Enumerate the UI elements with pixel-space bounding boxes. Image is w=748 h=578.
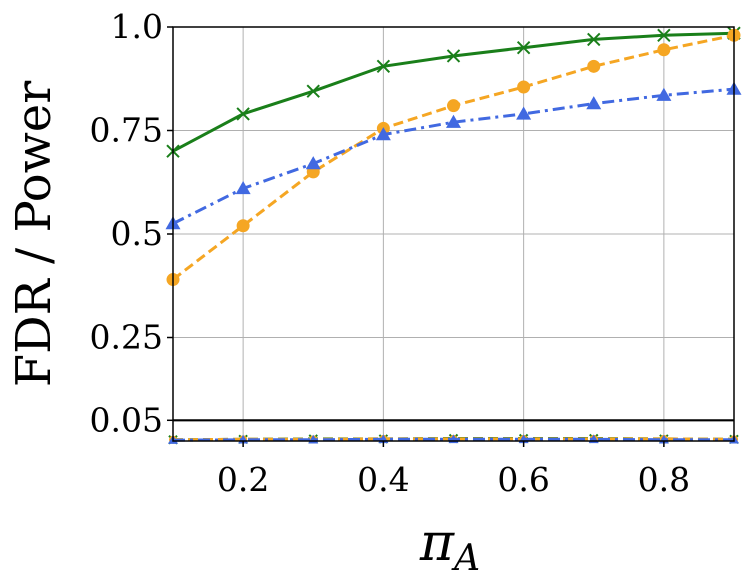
data-point <box>235 180 251 195</box>
data-point <box>587 59 601 73</box>
x-tick-label: 0.4 <box>357 460 409 499</box>
data-point <box>305 156 321 170</box>
y-axis-title: FDR / Power <box>6 81 62 387</box>
x-tick-label: 0.6 <box>497 460 549 499</box>
series-power-circle <box>166 28 741 287</box>
series-power-x <box>166 26 741 158</box>
x-axis-title: πA <box>419 513 480 578</box>
x-axis-ticks: 0.2 0.4 0.6 0.8 <box>217 441 690 499</box>
series-power-triangle <box>165 81 742 230</box>
data-point <box>446 49 461 63</box>
x-tick-label: 0.2 <box>217 460 269 499</box>
data-point <box>517 80 531 94</box>
data-point <box>375 127 391 141</box>
data-point <box>587 32 601 47</box>
y-axis-ticks: 0.05 0.25 0.5 0.75 1.0 <box>90 7 173 439</box>
data-point <box>446 114 461 128</box>
x-axis-title-subscript: A <box>451 538 480 578</box>
data-point <box>586 96 602 110</box>
data-point <box>657 28 671 42</box>
data-point <box>306 84 320 98</box>
x-tick-label: 0.8 <box>638 460 690 499</box>
series-line <box>172 31 735 153</box>
y-tick-label: 0.05 <box>90 400 163 439</box>
data-point <box>656 87 672 101</box>
data-point <box>657 43 671 57</box>
y-tick-label: 0.75 <box>90 111 163 150</box>
x-axis-title-symbol: π <box>419 513 455 573</box>
data-point <box>516 106 532 120</box>
data-point <box>236 219 250 233</box>
y-tick-label: 0.25 <box>90 318 163 357</box>
data-point <box>376 59 391 74</box>
data-point <box>516 40 531 55</box>
series-layer <box>165 26 742 445</box>
series-line <box>172 87 735 225</box>
data-point <box>447 99 460 113</box>
series-line <box>172 33 735 281</box>
grid <box>173 26 734 441</box>
series-fdr-triangle <box>168 434 739 444</box>
data-point <box>236 107 250 121</box>
y-tick-label: 0.5 <box>111 214 163 253</box>
y-tick-label: 1.0 <box>111 7 163 46</box>
